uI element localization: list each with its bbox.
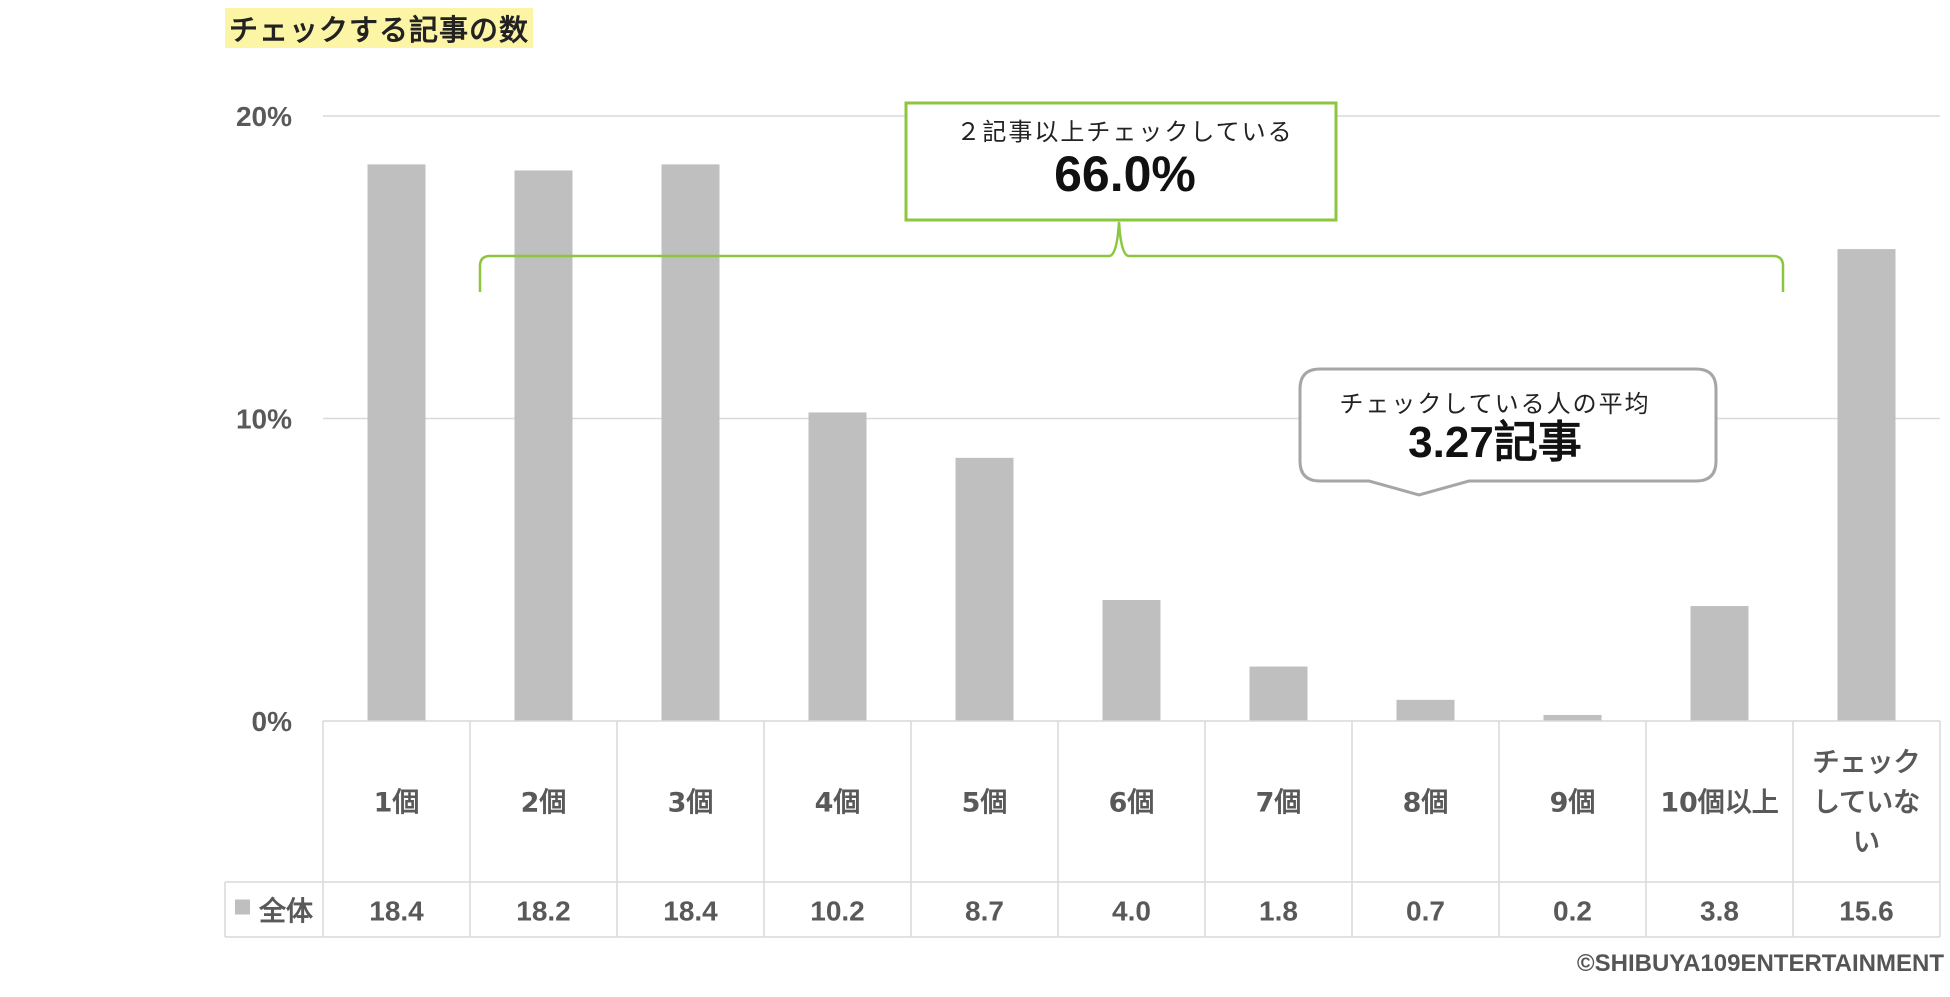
two-plus-value: 66.0% (1054, 146, 1196, 202)
copyright-credit: ©SHIBUYA109ENTERTAINMENT (1576, 950, 1944, 977)
two-plus-label: ２記事以上チェックしている (956, 118, 1294, 146)
y-tick-label: 10% (236, 404, 292, 435)
x-tick-label: チェック (1813, 748, 1921, 779)
two-plus-box (904, 101, 1338, 222)
bar (808, 412, 867, 721)
bar (367, 164, 426, 721)
chart-title-highlight: チェックする記事の数 (225, 8, 534, 48)
data-label: 4.0 (1112, 896, 1151, 927)
bar (661, 164, 720, 721)
data-label: 0.2 (1553, 896, 1592, 927)
legend-swatch (235, 899, 250, 915)
x-tick-label: 6個 (1109, 788, 1155, 819)
x-tick-label: 1個 (374, 788, 420, 819)
data-label: 3.8 (1700, 896, 1739, 927)
data-label: 10.2 (810, 896, 865, 927)
data-label: 18.4 (369, 896, 424, 927)
bar (514, 170, 573, 721)
y-tick-label: 20% (236, 101, 292, 132)
x-tick-label: 2個 (521, 788, 567, 819)
bar (1249, 666, 1308, 721)
y-tick-label: 0% (252, 706, 293, 737)
data-label: 0.7 (1406, 896, 1445, 927)
x-tick-label: 5個 (962, 788, 1008, 819)
average-label: チェックしている人の平均 (1339, 390, 1651, 418)
x-tick-label: い (1853, 828, 1880, 859)
x-tick-label: 7個 (1256, 788, 1302, 819)
x-tick-label: していな (1813, 788, 1920, 819)
bar (1102, 600, 1161, 721)
data-label: 15.6 (1839, 896, 1894, 927)
bar (1543, 714, 1602, 721)
two-plus-annotation: ２記事以上チェックしている 66.0% (910, 112, 1340, 201)
average-value: 3.27記事 (1408, 418, 1582, 467)
chart-title: チェックする記事の数 (229, 13, 530, 47)
bar (955, 457, 1014, 721)
average-annotation: チェックしている人の平均 3.27記事 (1310, 384, 1680, 467)
legend-label: 全体 (258, 896, 314, 928)
x-tick-label: 3個 (668, 788, 714, 819)
data-label: 18.4 (663, 896, 718, 927)
x-tick-label: 9個 (1550, 788, 1596, 819)
bar (1690, 606, 1749, 721)
range-bracket (478, 221, 1785, 292)
x-tick-label: 8個 (1403, 788, 1449, 819)
average-callout (1298, 367, 1718, 497)
x-tick-label: 10個以上 (1660, 788, 1779, 819)
x-tick-label: 4個 (815, 788, 861, 819)
bar (1396, 699, 1455, 721)
data-label: 8.7 (965, 896, 1004, 927)
data-label: 1.8 (1259, 896, 1298, 927)
bar (1837, 249, 1896, 721)
data-label: 18.2 (516, 896, 571, 927)
